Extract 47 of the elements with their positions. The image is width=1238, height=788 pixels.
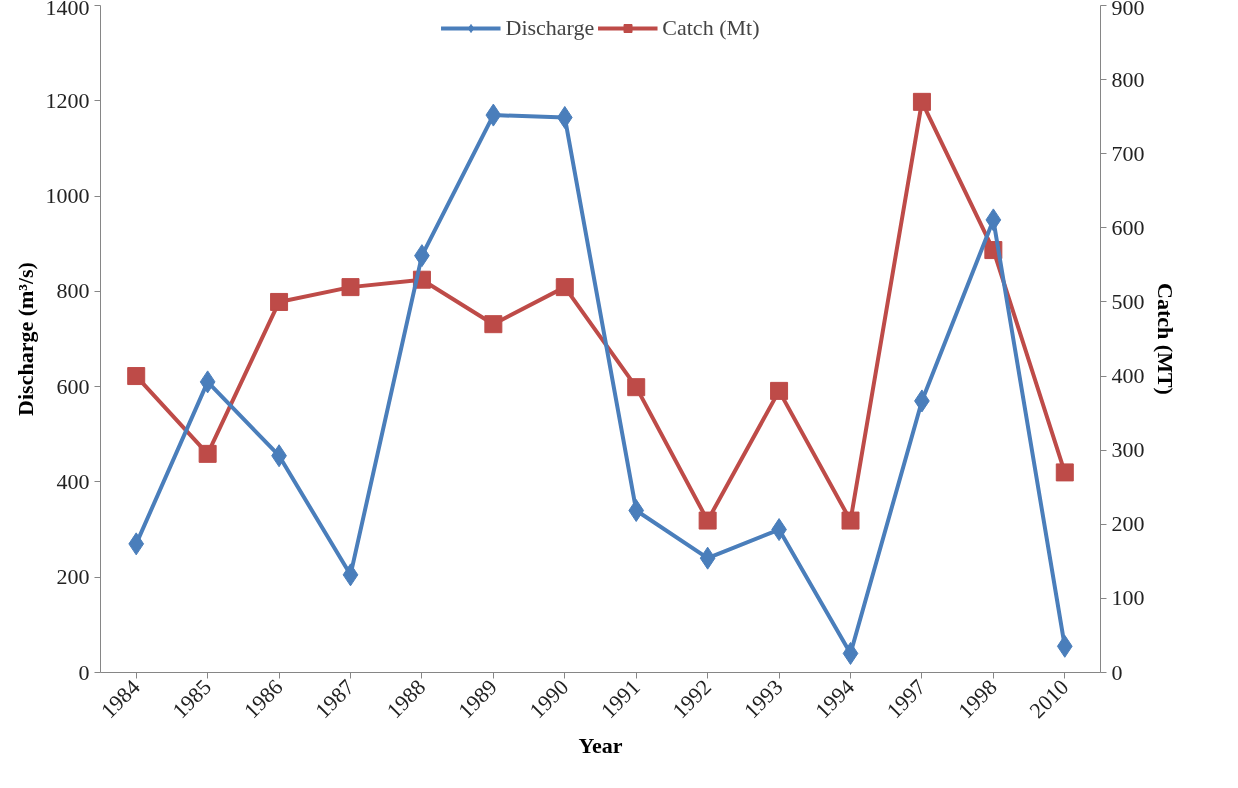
y-tick-label: 0 [78, 659, 90, 685]
point [128, 532, 145, 556]
y-tick-label: 400 [56, 468, 90, 494]
y2-tick-label: 500 [1111, 288, 1145, 314]
y-axis-title: Discharge (m³/s) [12, 262, 38, 416]
y2-tick-label: 0 [1111, 659, 1123, 685]
point [985, 208, 1002, 232]
y-tick-label: 800 [56, 278, 90, 304]
point [1056, 634, 1073, 658]
point [556, 105, 573, 129]
y2-tick-label: 800 [1111, 66, 1145, 92]
y-tick-label: 200 [56, 564, 90, 590]
point [698, 511, 717, 530]
y-tick-label: 600 [56, 373, 90, 399]
point [341, 278, 360, 297]
legend-label: Catch (Mt) [662, 15, 760, 41]
point [627, 378, 646, 397]
point [342, 563, 359, 587]
point [841, 511, 860, 530]
y-tick-label: 1200 [45, 87, 90, 113]
point [127, 367, 146, 386]
legend-label: Discharge [505, 15, 595, 41]
x-axis-title: Year [578, 732, 623, 758]
point [628, 499, 645, 523]
y-tick-label: 1400 [45, 0, 90, 20]
point [199, 370, 216, 394]
point [842, 641, 859, 665]
y2-tick-label: 400 [1111, 363, 1145, 389]
y2-tick-label: 700 [1111, 140, 1145, 166]
point [912, 92, 931, 111]
y2-tick-label: 600 [1111, 214, 1145, 240]
point [198, 444, 217, 463]
y2-axis-title: Catch (MT) [1152, 283, 1178, 395]
point [1055, 463, 1074, 482]
x-tick-label: 1993 [738, 674, 788, 724]
y2-tick-label: 100 [1111, 585, 1145, 611]
y2-tick-label: 300 [1111, 437, 1145, 463]
y2-tick-label: 900 [1111, 0, 1145, 20]
point [699, 546, 716, 570]
y2-tick-label: 200 [1111, 511, 1145, 537]
point [770, 381, 789, 400]
point [484, 315, 503, 334]
y-tick-label: 1000 [45, 183, 90, 209]
x-tick-label: 1991 [595, 674, 645, 724]
point [270, 292, 289, 311]
point [555, 278, 574, 297]
point [485, 103, 502, 127]
